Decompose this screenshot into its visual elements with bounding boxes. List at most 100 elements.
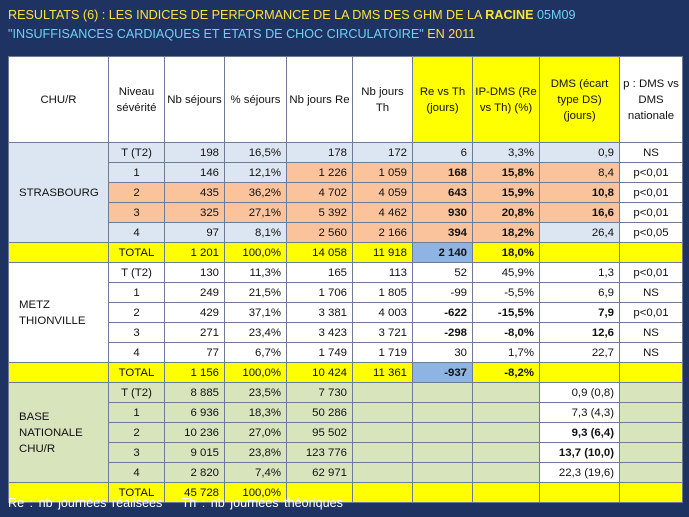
cell-pct: 27,0% (224, 422, 287, 443)
cell-re: 165 (286, 262, 353, 283)
cell-nb: 271 (164, 322, 225, 343)
group-label-strasbourg: STRASBOURG (8, 142, 109, 243)
cell-dms: 10,8 (539, 182, 620, 203)
cell-niveau: T (T2) (108, 262, 165, 283)
cell-nb: 198 (164, 142, 225, 163)
cell-pct: 12,1% (224, 162, 287, 183)
cell-re: 123 776 (286, 442, 353, 463)
cell-ip (472, 462, 540, 483)
cell-revsth (412, 382, 473, 403)
total-label: TOTAL (108, 482, 165, 503)
col-header-nb-jours-th: Nb jours Th (352, 56, 413, 143)
cell-pct: 11,3% (224, 262, 287, 283)
cell-revsth: 643 (412, 182, 473, 203)
group-label-metz: METZ THIONVILLE (8, 262, 109, 363)
table-row: 2 10 236 27,0% 95 502 9,3 (6,4) (9, 422, 683, 443)
cell-th (352, 462, 413, 483)
cell-dms: 7,9 (539, 302, 620, 323)
cell-niveau: T (T2) (108, 142, 165, 163)
col-header-niveau: Niveau sévérité (108, 56, 165, 143)
cell-niveau: 1 (108, 402, 165, 423)
cell-th: 3 721 (352, 322, 413, 343)
cell-pct: 37,1% (224, 302, 287, 323)
cell-p: NS (619, 282, 683, 303)
cell-p (619, 422, 683, 443)
cell-p (619, 402, 683, 423)
col-header-dms: DMS (écart type DS) (jours) (539, 56, 620, 143)
total-pct: 100,0% (224, 362, 287, 383)
table-row: 4 2 820 7,4% 62 971 22,3 (19,6) (9, 462, 683, 483)
cell-pct: 16,5% (224, 142, 287, 163)
cell-revsth: 168 (412, 162, 473, 183)
cell-dms: 7,3 (4,3) (539, 402, 620, 423)
cell-nb: 325 (164, 202, 225, 223)
cell-niveau: 4 (108, 462, 165, 483)
total-spacer (8, 242, 109, 263)
table-row: 3 9 015 23,8% 123 776 13,7 (10,0) (9, 442, 683, 463)
cell-p: p<0,01 (619, 262, 683, 283)
cell-p: p<0,01 (619, 182, 683, 203)
total-p (619, 242, 683, 263)
header-row: CHU/R Niveau sévérité Nb séjours % séjou… (8, 56, 683, 143)
cell-niveau: 1 (108, 282, 165, 303)
cell-th: 4 003 (352, 302, 413, 323)
cell-p: NS (619, 322, 683, 343)
cell-re: 3 381 (286, 302, 353, 323)
table-row: 3 271 23,4% 3 423 3 721 -298 -8,0% 12,6 … (9, 322, 683, 343)
table-row: 2 435 36,2% 4 702 4 059 643 15,9% 10,8 p… (9, 182, 683, 203)
total-p (619, 362, 683, 383)
total-label: TOTAL (108, 242, 165, 263)
total-th: 11 918 (352, 242, 413, 263)
cell-nb: 6 936 (164, 402, 225, 423)
total-nb: 1 156 (164, 362, 225, 383)
cell-ip: 45,9% (472, 262, 540, 283)
footer-legend: Re : nb journées réalisées Th : nb journ… (8, 496, 357, 510)
total-row: TOTAL 1 201 100,0% 14 058 11 918 2 140 1… (8, 242, 683, 263)
cell-th (352, 382, 413, 403)
group-label-base-nationale: BASE NATIONALE CHU/R (8, 382, 109, 483)
cell-th: 1 059 (352, 162, 413, 183)
cell-niveau: 3 (108, 202, 165, 223)
cell-th: 2 166 (352, 222, 413, 243)
cell-dms: 1,3 (539, 262, 620, 283)
cell-re: 178 (286, 142, 353, 163)
cell-dms: 9,3 (6,4) (539, 422, 620, 443)
cell-th: 1 805 (352, 282, 413, 303)
cell-niveau: 2 (108, 182, 165, 203)
table-row: 3 325 27,1% 5 392 4 462 930 20,8% 16,6 p… (9, 202, 683, 223)
cell-pct: 18,3% (224, 402, 287, 423)
cell-revsth: -622 (412, 302, 473, 323)
cell-p: p<0,05 (619, 222, 683, 243)
cell-nb: 8 885 (164, 382, 225, 403)
total-label: TOTAL (108, 362, 165, 383)
title-code: 05M09 "INSUFFISANCES CARDIAQUES ET ETATS… (8, 8, 576, 41)
table-row: 4 77 6,7% 1 749 1 719 30 1,7% 22,7 NS (9, 342, 683, 363)
cell-nb: 130 (164, 262, 225, 283)
title-part1: RESULTATS (6) : LES INDICES DE PERFORMAN… (8, 8, 486, 22)
cell-niveau: 1 (108, 162, 165, 183)
cell-re: 62 971 (286, 462, 353, 483)
total-revsth (412, 482, 473, 503)
cell-th (352, 402, 413, 423)
col-header-nb-jours-re: Nb jours Re (286, 56, 353, 143)
legend-th: Th : nb journées théoriques (181, 496, 343, 510)
cell-revsth: -298 (412, 322, 473, 343)
cell-th: 172 (352, 142, 413, 163)
cell-revsth (412, 462, 473, 483)
title-racine: RACINE (485, 8, 534, 22)
cell-pct: 23,4% (224, 322, 287, 343)
cell-th (352, 442, 413, 463)
slide-title: RESULTATS (6) : LES INDICES DE PERFORMAN… (8, 6, 683, 44)
cell-dms: 12,6 (539, 322, 620, 343)
col-header-p: p : DMS vs DMS nationale (619, 56, 683, 143)
total-re: 10 424 (286, 362, 353, 383)
cell-ip: -8,0% (472, 322, 540, 343)
total-th (352, 482, 413, 503)
cell-niveau: 4 (108, 222, 165, 243)
cell-ip: 1,7% (472, 342, 540, 363)
title-part2: EN 2011 (423, 27, 476, 41)
cell-nb: 9 015 (164, 442, 225, 463)
cell-pct: 23,5% (224, 382, 287, 403)
cell-revsth: 52 (412, 262, 473, 283)
cell-ip: -15,5% (472, 302, 540, 323)
